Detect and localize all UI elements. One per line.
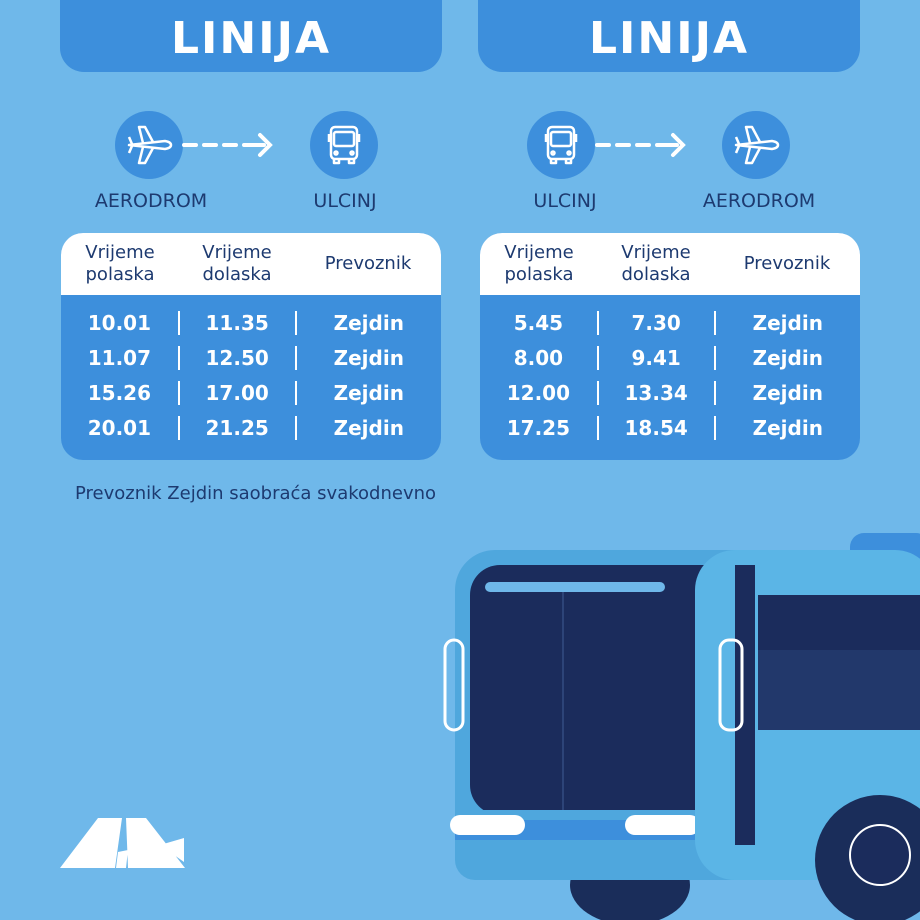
arrival-time: 21.25 <box>205 415 269 440</box>
carrier: Zejdin <box>333 310 404 335</box>
arrival-time: 13.34 <box>624 380 688 405</box>
header-departure: Vrijeme polaska <box>85 242 155 285</box>
left-to-label: ULCINJ <box>313 190 377 212</box>
carrier: Zejdin <box>333 345 404 370</box>
header-arrival: Vrijeme dolaska <box>621 242 691 285</box>
arrow-right-icon <box>180 132 276 158</box>
header-arrival: Vrijeme dolaska <box>202 242 272 285</box>
departure-time: 5.45 <box>513 310 564 335</box>
carrier: Zejdin <box>752 345 823 370</box>
table-header: Vrijeme polaska Vrijeme dolaska Prevozni… <box>61 233 441 295</box>
arrival-time: 9.41 <box>631 345 681 370</box>
airplane-icon <box>722 111 790 179</box>
bus-illustration <box>443 533 920 920</box>
table-row: 8.00 9.41 Zejdin <box>480 340 860 375</box>
column-separator <box>713 345 716 370</box>
column-separator <box>294 310 297 335</box>
right-to-label: AERODROM <box>702 190 816 212</box>
table-row: 5.45 7.30 Zejdin <box>480 305 860 340</box>
column-separator <box>177 310 180 335</box>
logo <box>60 818 185 868</box>
table-header: Vrijeme polaska Vrijeme dolaska Prevozni… <box>480 233 860 295</box>
carrier: Zejdin <box>752 310 823 335</box>
column-separator <box>294 380 297 405</box>
arrival-time: 18.54 <box>624 415 688 440</box>
table-row: 15.26 17.00 Zejdin <box>61 375 441 410</box>
column-separator <box>294 345 297 370</box>
departure-time: 8.00 <box>513 345 564 370</box>
left-timetable: Vrijeme polaska Vrijeme dolaska Prevozni… <box>61 233 441 460</box>
arrival-time: 11.35 <box>205 310 269 335</box>
column-separator <box>177 345 180 370</box>
table-row: 20.01 21.25 Zejdin <box>61 410 441 445</box>
bus-icon <box>527 111 595 179</box>
arrival-time: 12.50 <box>205 345 269 370</box>
header-carrier: Prevoznik <box>743 253 831 274</box>
carrier: Zejdin <box>752 380 823 405</box>
departure-time: 17.25 <box>506 415 571 440</box>
right-timetable: Vrijeme polaska Vrijeme dolaska Prevozni… <box>480 233 860 460</box>
arrow-right-icon <box>593 132 689 158</box>
airplane-icon <box>115 111 183 179</box>
departure-time: 20.01 <box>87 415 152 440</box>
bus-icon <box>310 111 378 179</box>
header-carrier: Prevoznik <box>324 253 412 274</box>
table-row: 11.07 12.50 Zejdin <box>61 340 441 375</box>
table-row: 12.00 13.34 Zejdin <box>480 375 860 410</box>
arrival-time: 7.30 <box>631 310 681 335</box>
departure-time: 10.01 <box>87 310 152 335</box>
column-separator <box>294 415 297 440</box>
carrier: Zejdin <box>752 415 823 440</box>
column-separator <box>177 380 180 405</box>
carrier: Zejdin <box>333 415 404 440</box>
right-title-banner: LINIJA <box>478 0 860 72</box>
header-departure: Vrijeme polaska <box>504 242 574 285</box>
column-separator <box>596 345 599 370</box>
table-row: 17.25 18.54 Zejdin <box>480 410 860 445</box>
departure-time: 15.26 <box>87 380 152 405</box>
column-separator <box>713 310 716 335</box>
departure-time: 12.00 <box>506 380 571 405</box>
arrival-time: 17.00 <box>205 380 269 405</box>
column-separator <box>596 310 599 335</box>
footnote: Prevoznik Zejdin saobraća svakodnevno <box>75 483 437 504</box>
table-row: 10.01 11.35 Zejdin <box>61 305 441 340</box>
column-separator <box>596 415 599 440</box>
column-separator <box>713 380 716 405</box>
column-separator <box>713 415 716 440</box>
right-from-label: ULCINJ <box>533 190 597 212</box>
left-from-label: AERODROM <box>94 190 208 212</box>
left-title-banner: LINIJA <box>60 0 442 72</box>
column-separator <box>596 380 599 405</box>
carrier: Zejdin <box>333 380 404 405</box>
column-separator <box>177 415 180 440</box>
departure-time: 11.07 <box>87 345 152 370</box>
